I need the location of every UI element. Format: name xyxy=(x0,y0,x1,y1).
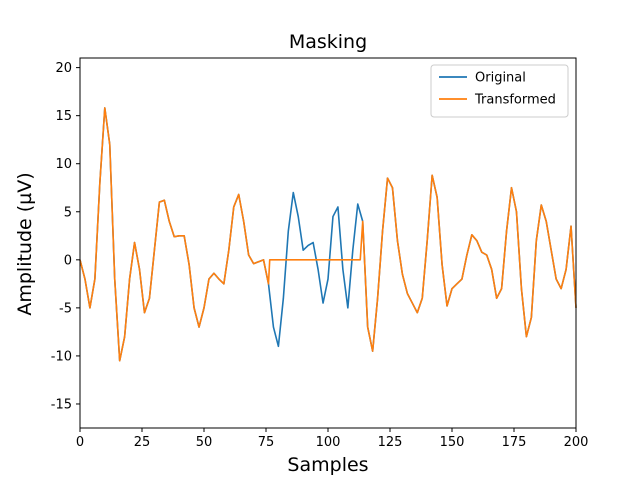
y-axis-title: Amplitude (µV) xyxy=(14,172,36,315)
legend-label: Original xyxy=(475,71,526,86)
axes-layer: 0 25 50 75 100 125 150 175 200 -15 -10 -5 0 5 10 15 20 xyxy=(51,57,589,450)
chart-title: Masking xyxy=(289,31,367,53)
legend-box xyxy=(430,64,569,118)
x-tick-label: 125 xyxy=(378,435,403,450)
legend: Original Transformed xyxy=(430,64,569,118)
y-tick-label: -5 xyxy=(59,301,72,316)
y-tick-label: 20 xyxy=(55,61,72,76)
legend-label: Transformed xyxy=(474,93,556,108)
x-tick-label: 25 xyxy=(134,435,151,450)
y-tick-label: 15 xyxy=(55,109,72,124)
x-axis-title: Samples xyxy=(287,454,368,476)
y-tick-label: -10 xyxy=(51,349,72,364)
x-tick-label: 100 xyxy=(316,435,341,450)
x-tick-label: 175 xyxy=(502,435,527,450)
y-tick-label: -15 xyxy=(51,397,72,412)
series-layer xyxy=(79,107,577,362)
x-tick-label: 50 xyxy=(196,435,213,450)
y-tick-label: 10 xyxy=(55,157,72,172)
y-tick-label: 0 xyxy=(64,253,72,268)
x-tick-label: 0 xyxy=(76,435,84,450)
x-tick-label: 75 xyxy=(258,435,275,450)
x-tick-label: 200 xyxy=(564,435,589,450)
y-tick-label: 5 xyxy=(64,205,72,220)
series-line-original xyxy=(79,107,577,362)
series-line-transformed xyxy=(79,107,577,362)
x-tick-label: 150 xyxy=(440,435,465,450)
